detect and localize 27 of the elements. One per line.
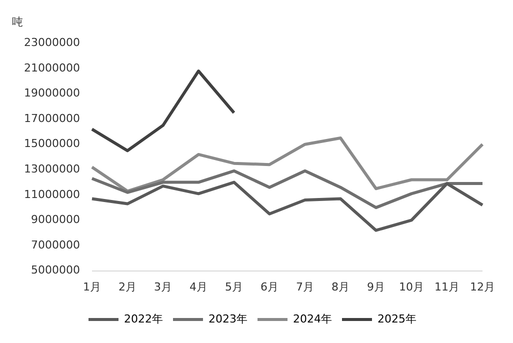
y-tick-label: 5000000: [30, 264, 80, 277]
y-axis-title: 吨: [12, 15, 23, 28]
x-tick-label: 2月: [118, 280, 136, 294]
y-tick-label: 23000000: [24, 36, 80, 50]
y-tick-label: 11000000: [24, 188, 80, 201]
y-tick-label: 21000000: [24, 61, 80, 74]
x-tick-label: 6月: [260, 280, 278, 294]
y-tick-label: 19000000: [24, 86, 80, 100]
x-tick-label: 1月: [82, 280, 101, 294]
x-tick-label: 12月: [470, 280, 495, 294]
x-tick-label: 8月: [331, 280, 350, 294]
legend-label: 2025年: [377, 312, 416, 326]
y-tick-label: 13000000: [24, 162, 80, 176]
x-tick-label: 4月: [189, 280, 208, 294]
x-tick-label: 5月: [224, 280, 243, 294]
legend-label: 2024年: [293, 312, 332, 326]
y-tick-label: 9000000: [30, 213, 80, 226]
x-tick-label: 11月: [434, 280, 460, 294]
x-tick-label: 9月: [367, 280, 385, 294]
x-tick-label: 3月: [154, 280, 172, 294]
x-tick-label: 7月: [296, 280, 314, 294]
y-tick-label: 7000000: [30, 238, 80, 252]
y-tick-label: 15000000: [24, 137, 80, 150]
y-tick-label: 17000000: [24, 112, 80, 125]
legend-label: 2022年: [124, 312, 164, 326]
legend-label: 2023年: [208, 312, 248, 326]
x-tick-label: 10月: [399, 280, 424, 294]
